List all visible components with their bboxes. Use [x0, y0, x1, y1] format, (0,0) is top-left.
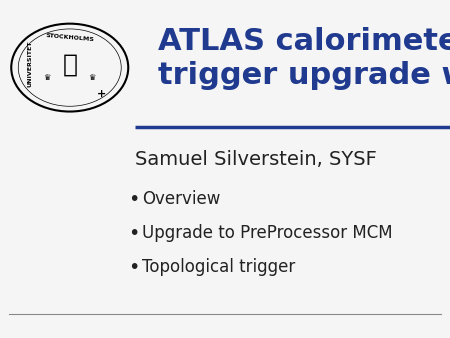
- Text: •: •: [128, 224, 140, 243]
- Text: Topological trigger: Topological trigger: [142, 258, 295, 276]
- Text: +: +: [97, 89, 107, 99]
- Text: 🕯: 🕯: [62, 52, 77, 76]
- Text: Samuel Silverstein, SYSF: Samuel Silverstein, SYSF: [135, 150, 377, 169]
- Text: •: •: [128, 190, 140, 209]
- Text: ♛: ♛: [89, 73, 96, 82]
- Text: Upgrade to PreProcessor MCM: Upgrade to PreProcessor MCM: [142, 224, 392, 242]
- Text: ATLAS calorimeter
trigger upgrade work: ATLAS calorimeter trigger upgrade work: [158, 27, 450, 90]
- Text: UNIVERSITET: UNIVERSITET: [27, 41, 32, 88]
- Text: •: •: [128, 258, 140, 276]
- Text: ♛: ♛: [44, 73, 51, 82]
- Text: STOCKHOLMS: STOCKHOLMS: [45, 33, 94, 42]
- Text: Overview: Overview: [142, 190, 220, 209]
